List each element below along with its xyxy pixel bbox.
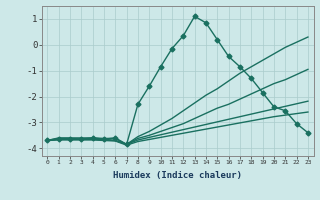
X-axis label: Humidex (Indice chaleur): Humidex (Indice chaleur)	[113, 171, 242, 180]
